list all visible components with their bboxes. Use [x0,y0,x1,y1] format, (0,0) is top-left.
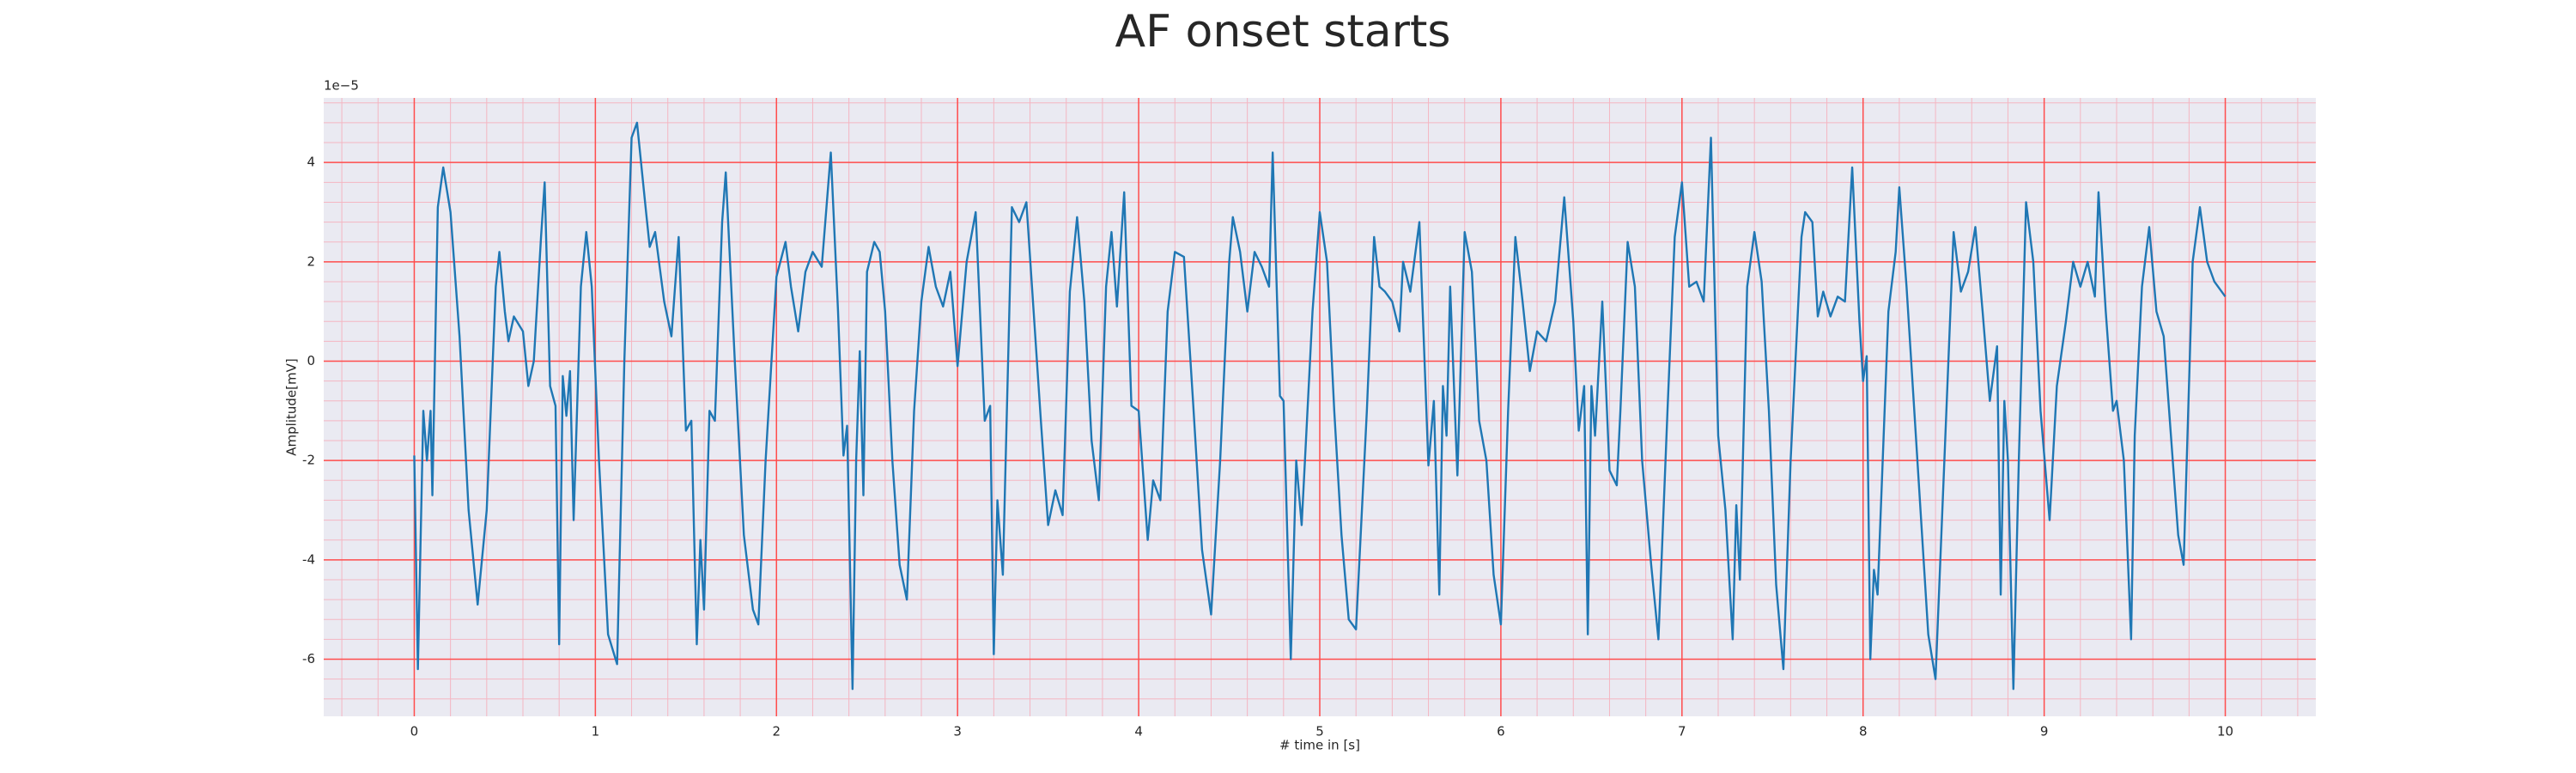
y-tick-label: 4 [307,155,315,170]
y-tick-label: 2 [307,253,315,269]
x-tick-label: 10 [2217,724,2233,740]
x-tick-label: 6 [1497,724,1505,740]
x-tick-label: 4 [1134,724,1143,740]
y-axis-label: Amplitude[mV] [284,358,300,455]
x-tick-label: 8 [1859,724,1868,740]
x-tick-label: 9 [2040,724,2049,740]
chart-title: AF onset starts [1115,6,1451,58]
x-tick-label: 0 [410,724,419,740]
x-tick-label: 7 [1678,724,1686,740]
x-axis-label: # time in [s] [1279,738,1360,753]
x-tick-label: 3 [953,724,962,740]
y-offset-label: 1e−5 [324,78,359,94]
signal-line [413,121,2227,691]
y-tick-label: -6 [302,651,315,666]
y-tick-label: -2 [302,453,315,468]
y-tick-label: 0 [307,353,315,368]
x-tick-label: 1 [592,724,600,740]
y-tick-label: -4 [302,551,315,567]
x-tick-label: 2 [772,724,781,740]
x-tick-label: 5 [1315,724,1324,740]
